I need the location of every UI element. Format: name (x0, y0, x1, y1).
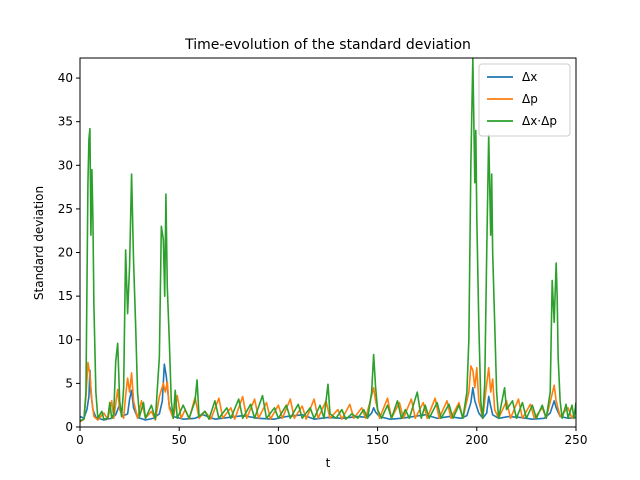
x-tick-label: 50 (172, 433, 187, 447)
y-tick-label: 25 (58, 202, 73, 216)
y-tick-label: 15 (58, 289, 73, 303)
y-axis-label: Standard deviation (32, 186, 46, 300)
y-tick-label: 5 (65, 376, 73, 390)
plot-area (80, 58, 576, 423)
y-tick-label: 10 (58, 333, 73, 347)
x-tick-label: 0 (76, 433, 84, 447)
series-line-3 (80, 58, 576, 422)
chart-title: Time-evolution of the standard deviation (184, 37, 471, 53)
y-tick-label: 30 (58, 158, 73, 172)
legend-label: Δp (522, 92, 538, 106)
plot-frame (79, 57, 577, 428)
x-tick-label: 100 (267, 433, 290, 447)
legend-box (478, 63, 571, 137)
legend: Δx Δp Δx·Δp (478, 63, 571, 137)
y-tick-label: 20 (58, 246, 73, 260)
legend-label: Δx·Δp (522, 114, 557, 128)
x-axis-label: t (326, 456, 331, 470)
x-tick-label: 200 (465, 433, 488, 447)
y-tick-label: 0 (65, 420, 73, 434)
y-tick-label: 40 (58, 71, 73, 85)
y-tick-label: 35 (58, 115, 73, 129)
legend-label: Δx (522, 70, 537, 84)
x-tick-label: 150 (366, 433, 389, 447)
x-tick-label: 250 (565, 433, 588, 447)
axes: 0 50 100 150 200 250 0 5 10 15 20 25 30 35 40 (58, 57, 588, 447)
